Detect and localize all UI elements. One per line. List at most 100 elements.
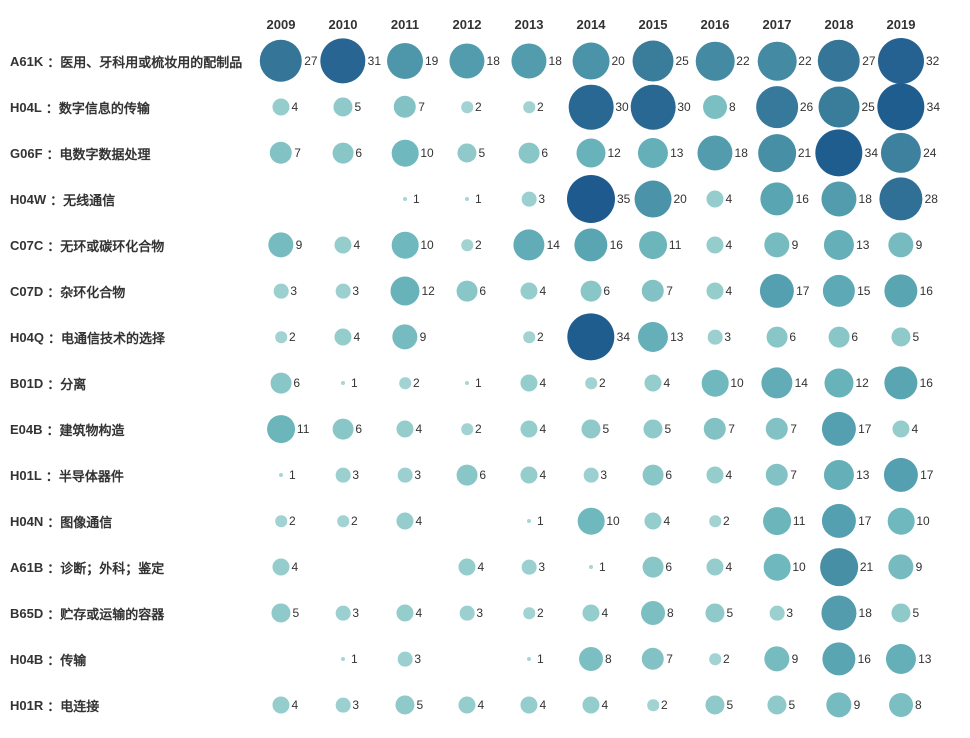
bubble-cell: 10: [560, 498, 622, 544]
bubble-cell: 31: [312, 38, 374, 84]
bubble-cell: 8: [684, 84, 746, 130]
row-desc: 无环或碳环化合物: [60, 236, 164, 255]
bubble-value: 3: [786, 606, 793, 620]
bubble-value: 1: [351, 376, 358, 390]
bubble: [511, 43, 546, 78]
row-desc: 杂环化合物: [60, 282, 125, 301]
bubble: [519, 143, 540, 164]
bubble-value: 16: [920, 284, 933, 298]
row-desc: 半导体器件: [59, 466, 124, 485]
bubble: [892, 420, 909, 437]
row-label: C07C：无环或碳环化合物: [10, 222, 250, 268]
bubble-cell: 34: [870, 84, 932, 130]
bubble-value: 4: [602, 698, 609, 712]
bubble-value: 24: [923, 146, 936, 160]
bubble: [579, 647, 603, 671]
bubble: [644, 512, 661, 529]
bubble-cell: 13: [622, 130, 684, 176]
bubble: [891, 603, 910, 622]
bubble: [271, 373, 292, 394]
bubble-cell: 1: [498, 636, 560, 682]
bubble-cell: 8: [870, 682, 932, 728]
bubble-cell: 7: [746, 452, 808, 498]
bubble-cell: 6: [436, 268, 498, 314]
bubble: [766, 464, 788, 486]
bubble-value: 2: [413, 376, 420, 390]
bubble-cell: 4: [312, 314, 374, 360]
bubble: [392, 232, 419, 259]
bubble-value: 5: [479, 146, 486, 160]
bubble: [457, 281, 478, 302]
bubble-value: 2: [289, 514, 296, 528]
bubble-value: 11: [793, 514, 805, 528]
bubble: [760, 274, 794, 308]
bubble-cell: [250, 636, 312, 682]
bubble: [567, 175, 615, 223]
bubble-cell: 2: [436, 84, 498, 130]
bubble-value: 9: [420, 330, 427, 344]
bubble-cell: 2: [684, 498, 746, 544]
row-label: A61K：医用、牙科用或梳妆用的配制品: [10, 38, 250, 84]
bubble-value: 1: [413, 192, 420, 206]
bubble: [878, 38, 924, 84]
bubble-cell: 7: [622, 268, 684, 314]
bubble-cell: 3: [312, 682, 374, 728]
bubble-cell: 16: [870, 268, 932, 314]
bubble-value: 4: [416, 422, 423, 436]
bubble: [392, 324, 417, 349]
bubble-cell: 8: [560, 636, 622, 682]
bubble: [513, 229, 544, 260]
bubble: [641, 601, 665, 625]
row-colon: ：: [47, 604, 60, 623]
bubble-cell: 2: [560, 360, 622, 406]
bubble-cell: 7: [622, 636, 684, 682]
bubble-value: 13: [670, 330, 683, 344]
row-label: C07D：杂环化合物: [10, 268, 250, 314]
bubble-value: 12: [856, 376, 869, 390]
bubble: [696, 42, 735, 81]
bubble-value: 4: [540, 376, 547, 390]
bubble-cell: 6: [436, 452, 498, 498]
bubble: [392, 140, 419, 167]
bubble-value: 2: [723, 514, 730, 528]
bubble-value: 32: [926, 54, 939, 68]
row-colon: ：: [47, 236, 60, 255]
bubble-value: 2: [537, 100, 544, 114]
bubble-value: 7: [790, 468, 797, 482]
bubble-value: 4: [726, 284, 733, 298]
bubble: [585, 377, 597, 389]
year-header: 2014: [560, 10, 622, 38]
row-label: B65D：贮存或运输的容器: [10, 590, 250, 636]
row-colon: ：: [47, 144, 60, 163]
bubble: [390, 276, 419, 305]
bubble-cell: 9: [870, 222, 932, 268]
bubble-cell: 12: [374, 268, 436, 314]
bubble-cell: 2: [436, 406, 498, 452]
bubble-value: 7: [666, 284, 673, 298]
bubble: [458, 558, 475, 575]
header-blank: [10, 10, 250, 38]
bubble-cell: 11: [746, 498, 808, 544]
row-label: H04Q：电通信技术的选择: [10, 314, 250, 360]
bubble: [884, 274, 917, 307]
bubble: [341, 381, 345, 385]
row-colon: ：: [47, 650, 60, 669]
bubble: [767, 695, 786, 714]
bubble: [823, 275, 855, 307]
bubble: [709, 515, 721, 527]
bubble-cell: 4: [870, 406, 932, 452]
bubble-cell: 27: [250, 38, 312, 84]
bubble-cell: 2: [684, 636, 746, 682]
bubble-cell: 13: [808, 222, 870, 268]
row-code: H04B: [10, 652, 43, 667]
bubble: [706, 190, 723, 207]
row-code: A61B: [10, 560, 43, 575]
bubble-cell: 35: [560, 176, 622, 222]
bubble-value: 10: [730, 376, 743, 390]
bubble: [642, 280, 664, 302]
bubble-value: 5: [355, 100, 362, 114]
bubble-value: 7: [418, 100, 425, 114]
bubble-cell: 1: [560, 544, 622, 590]
bubble-cell: 16: [870, 360, 932, 406]
bubble: [522, 560, 537, 575]
